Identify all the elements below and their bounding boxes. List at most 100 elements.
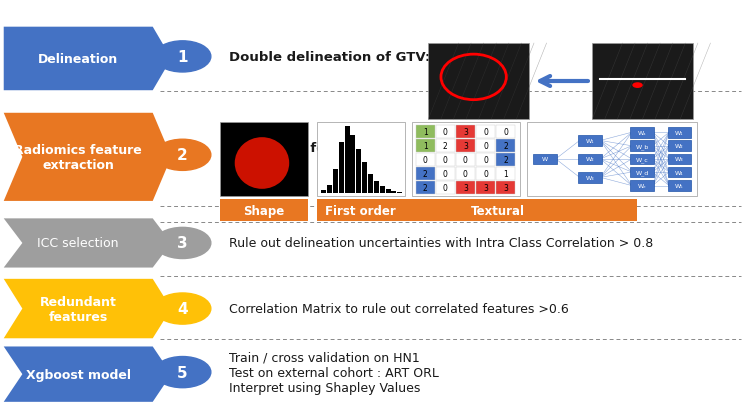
Bar bbox=[416, 139, 434, 153]
Bar bbox=[356, 149, 361, 194]
Text: 5: 5 bbox=[177, 365, 188, 380]
Text: 1: 1 bbox=[423, 142, 428, 151]
Text: 0: 0 bbox=[483, 169, 488, 178]
Text: 2: 2 bbox=[504, 142, 508, 151]
FancyBboxPatch shape bbox=[668, 128, 691, 138]
Text: 2: 2 bbox=[423, 183, 428, 192]
Text: 4: 4 bbox=[177, 301, 188, 316]
Text: W₅: W₅ bbox=[675, 184, 684, 189]
Text: 0: 0 bbox=[503, 128, 508, 137]
Circle shape bbox=[154, 293, 211, 324]
Text: W_d: W_d bbox=[635, 170, 649, 175]
Bar bbox=[456, 139, 475, 153]
Bar bbox=[344, 126, 349, 194]
Circle shape bbox=[154, 42, 211, 73]
Bar bbox=[374, 182, 378, 194]
Bar bbox=[496, 126, 515, 139]
Bar bbox=[476, 181, 495, 194]
Text: 3: 3 bbox=[463, 128, 468, 137]
Text: Shape: Shape bbox=[243, 204, 285, 217]
Bar bbox=[436, 181, 454, 194]
FancyBboxPatch shape bbox=[533, 154, 557, 165]
Text: W₁: W₁ bbox=[675, 130, 684, 135]
Bar bbox=[436, 153, 454, 166]
Bar bbox=[333, 170, 337, 194]
Circle shape bbox=[154, 228, 211, 259]
Text: 3: 3 bbox=[483, 183, 488, 192]
Text: 0: 0 bbox=[483, 155, 488, 164]
FancyBboxPatch shape bbox=[220, 200, 308, 221]
Bar bbox=[476, 153, 495, 166]
Bar bbox=[416, 153, 434, 166]
Bar bbox=[368, 175, 373, 194]
Text: 2: 2 bbox=[504, 155, 508, 164]
Bar bbox=[391, 192, 396, 194]
Polygon shape bbox=[4, 219, 171, 268]
Text: W₂: W₂ bbox=[675, 144, 684, 149]
FancyBboxPatch shape bbox=[578, 136, 602, 146]
Text: W₄: W₄ bbox=[675, 170, 684, 175]
FancyBboxPatch shape bbox=[592, 44, 693, 119]
Text: 0: 0 bbox=[443, 128, 448, 137]
FancyBboxPatch shape bbox=[428, 44, 529, 119]
Text: W₃: W₃ bbox=[586, 175, 595, 180]
Bar bbox=[350, 135, 355, 194]
Bar bbox=[496, 139, 515, 153]
Text: 1: 1 bbox=[504, 169, 508, 178]
Bar bbox=[416, 126, 434, 139]
Text: 3: 3 bbox=[177, 236, 188, 251]
Text: 0: 0 bbox=[483, 128, 488, 137]
Text: Redundant
features: Redundant features bbox=[39, 295, 117, 323]
Text: Textural: Textural bbox=[471, 204, 524, 217]
Bar bbox=[380, 187, 384, 194]
Circle shape bbox=[154, 357, 211, 388]
Bar bbox=[321, 191, 326, 194]
Bar bbox=[416, 167, 434, 180]
FancyBboxPatch shape bbox=[630, 181, 654, 191]
Text: 1: 1 bbox=[177, 50, 188, 65]
FancyBboxPatch shape bbox=[630, 154, 654, 165]
Text: W_c: W_c bbox=[635, 157, 649, 162]
FancyBboxPatch shape bbox=[578, 154, 602, 165]
Ellipse shape bbox=[235, 138, 289, 189]
FancyBboxPatch shape bbox=[630, 167, 654, 178]
Text: W₃: W₃ bbox=[675, 157, 684, 162]
FancyBboxPatch shape bbox=[578, 173, 602, 183]
Bar bbox=[456, 126, 475, 139]
Text: ICC selection: ICC selection bbox=[37, 237, 119, 250]
Circle shape bbox=[633, 83, 643, 89]
Bar bbox=[456, 181, 475, 194]
Bar bbox=[436, 167, 454, 180]
FancyBboxPatch shape bbox=[317, 200, 405, 221]
Text: 3: 3 bbox=[463, 183, 468, 192]
Text: 0: 0 bbox=[483, 142, 488, 151]
Text: 1: 1 bbox=[423, 128, 428, 137]
Bar bbox=[456, 153, 475, 166]
Text: 0: 0 bbox=[463, 169, 468, 178]
FancyBboxPatch shape bbox=[359, 200, 636, 221]
FancyBboxPatch shape bbox=[317, 123, 405, 196]
Text: W₂: W₂ bbox=[586, 157, 595, 162]
FancyBboxPatch shape bbox=[668, 167, 691, 178]
Bar bbox=[476, 167, 495, 180]
Bar bbox=[496, 167, 515, 180]
Text: 3: 3 bbox=[463, 142, 468, 151]
Text: Delineation: Delineation bbox=[38, 53, 118, 66]
Bar bbox=[362, 163, 367, 194]
Bar bbox=[327, 186, 332, 194]
Text: W₁: W₁ bbox=[586, 139, 595, 144]
Text: Xgboost model: Xgboost model bbox=[26, 368, 130, 381]
Bar bbox=[456, 167, 475, 180]
Bar bbox=[436, 126, 454, 139]
Text: Radiomics feature
extraction: Radiomics feature extraction bbox=[14, 144, 142, 171]
Bar bbox=[436, 139, 454, 153]
Bar bbox=[386, 190, 390, 194]
FancyBboxPatch shape bbox=[412, 123, 520, 196]
Text: 0: 0 bbox=[443, 183, 448, 192]
Bar bbox=[476, 139, 495, 153]
Text: Wₐ: Wₐ bbox=[638, 130, 647, 135]
Polygon shape bbox=[4, 28, 171, 91]
FancyBboxPatch shape bbox=[630, 128, 654, 138]
FancyBboxPatch shape bbox=[668, 141, 691, 152]
Text: Correlation Matrix to rule out correlated features >0.6: Correlation Matrix to rule out correlate… bbox=[229, 302, 569, 315]
